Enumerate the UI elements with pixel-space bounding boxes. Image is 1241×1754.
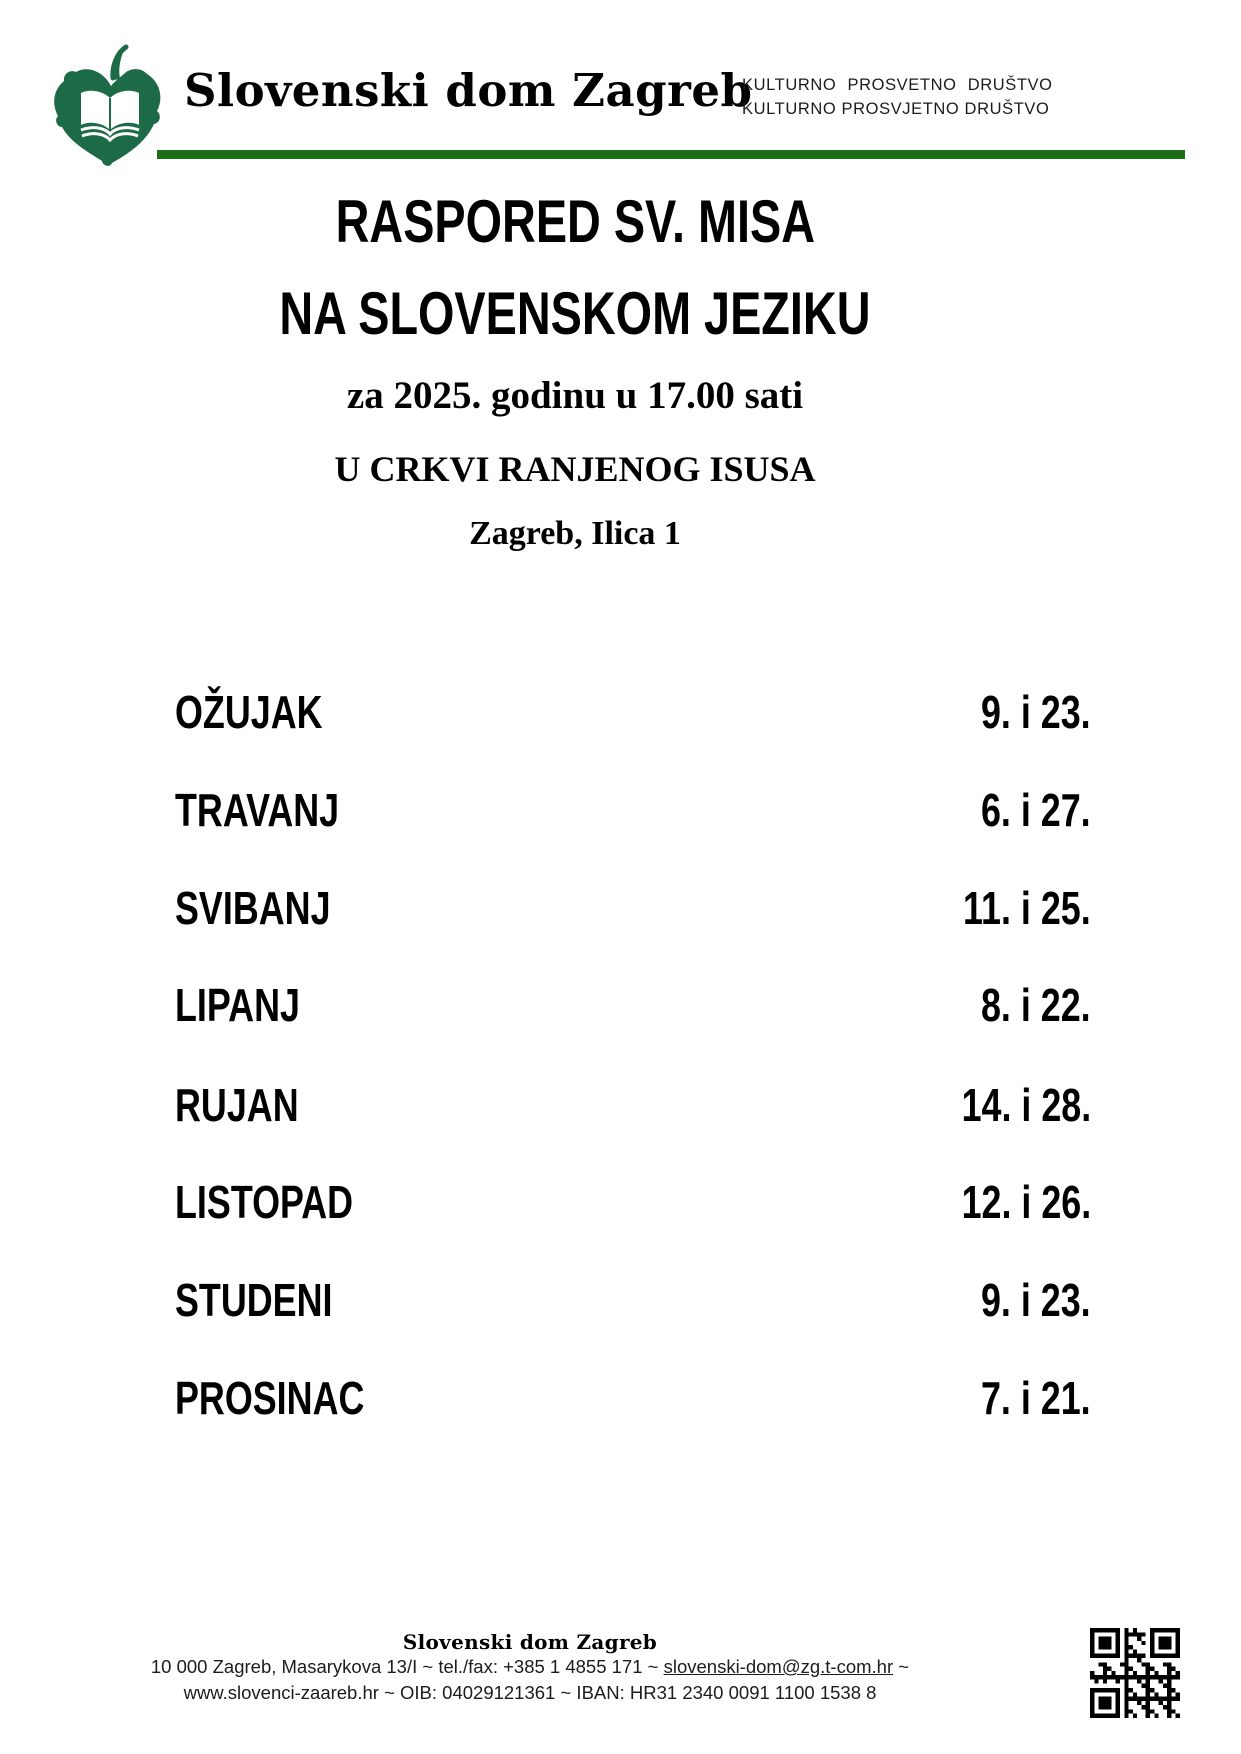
month-label: LIPANJ: [175, 979, 300, 1031]
email-link[interactable]: slovenski-dom@zg.t-com.hr: [663, 1656, 894, 1677]
dates-value: 11. i 25.: [963, 882, 1091, 934]
qr-code: [1090, 1628, 1180, 1718]
month-label: STUDENI: [175, 1274, 333, 1326]
title-line-2: NA SLOVENSKOM JEZIKU: [279, 280, 871, 347]
title-line-1: RASPORED SV. MISA: [335, 188, 815, 255]
footer-org-name: Slovenski dom Zagreb: [402, 1630, 658, 1654]
schedule-row: RUJAN 14. i 28.: [175, 1081, 1091, 1129]
footer-address-text: 10 000 Zagreb, Masarykova 13/I ~ tel./fa…: [150, 1656, 664, 1677]
title-address: Zagreb, Ilica 1: [469, 515, 681, 552]
dates-value: 8. i 22.: [981, 979, 1091, 1031]
month-label: OŽUJAK: [175, 686, 323, 738]
title-church: U CRKVI RANJENOG ISUSA: [334, 449, 816, 489]
schedule-row: LIPANJ 8. i 22.: [175, 981, 1091, 1029]
society-names: KULTURNO PROSVETNO DRUŠTVO KULTURNO PROS…: [742, 74, 1053, 122]
footer-address-line: 10 000 Zagreb, Masarykova 13/I ~ tel./fa…: [30, 1654, 1030, 1680]
schedule-row: TRAVANJ 6. i 27.: [175, 786, 1091, 834]
month-label: RUJAN: [175, 1079, 299, 1131]
dates-value: 12. i 26.: [961, 1176, 1091, 1228]
month-label: PROSINAC: [175, 1372, 365, 1424]
schedule-row: OŽUJAK 9. i 23.: [175, 688, 1091, 736]
footer-address-tail: ~: [893, 1656, 910, 1677]
header-divider-rule: [157, 150, 1185, 159]
schedule-row: STUDENI 9. i 23.: [175, 1276, 1091, 1324]
dates-value: 9. i 23.: [981, 686, 1091, 738]
schedule-row: LISTOPAD 12. i 26.: [175, 1178, 1091, 1226]
title-year-time: za 2025. godinu u 17.00 sati: [346, 374, 804, 417]
footer-info-line: www.slovenci-zaareb.hr ~ OIB: 0402912136…: [183, 1682, 877, 1703]
dates-value: 14. i 28.: [961, 1079, 1091, 1131]
schedule-row: PROSINAC 7. i 21.: [175, 1374, 1091, 1422]
dates-value: 7. i 21.: [981, 1372, 1091, 1424]
schedule-row: SVIBANJ 11. i 25.: [175, 884, 1091, 932]
org-name-header: Slovenski dom Zagreb: [184, 64, 753, 117]
footer: Slovenski dom Zagreb 10 000 Zagreb, Masa…: [30, 1630, 1030, 1706]
dates-value: 9. i 23.: [981, 1274, 1091, 1326]
dates-value: 6. i 27.: [981, 784, 1091, 836]
month-label: LISTOPAD: [175, 1176, 354, 1228]
society-line-slovenian: KULTURNO PROSVETNO DRUŠTVO: [742, 76, 1053, 94]
month-label: TRAVANJ: [175, 784, 340, 836]
month-label: SVIBANJ: [175, 882, 331, 934]
society-line-croatian: KULTURNO PROSVJETNO DRUŠTVO: [742, 99, 1050, 118]
slovenski-dom-leaf-book-logo-icon: [46, 42, 176, 188]
